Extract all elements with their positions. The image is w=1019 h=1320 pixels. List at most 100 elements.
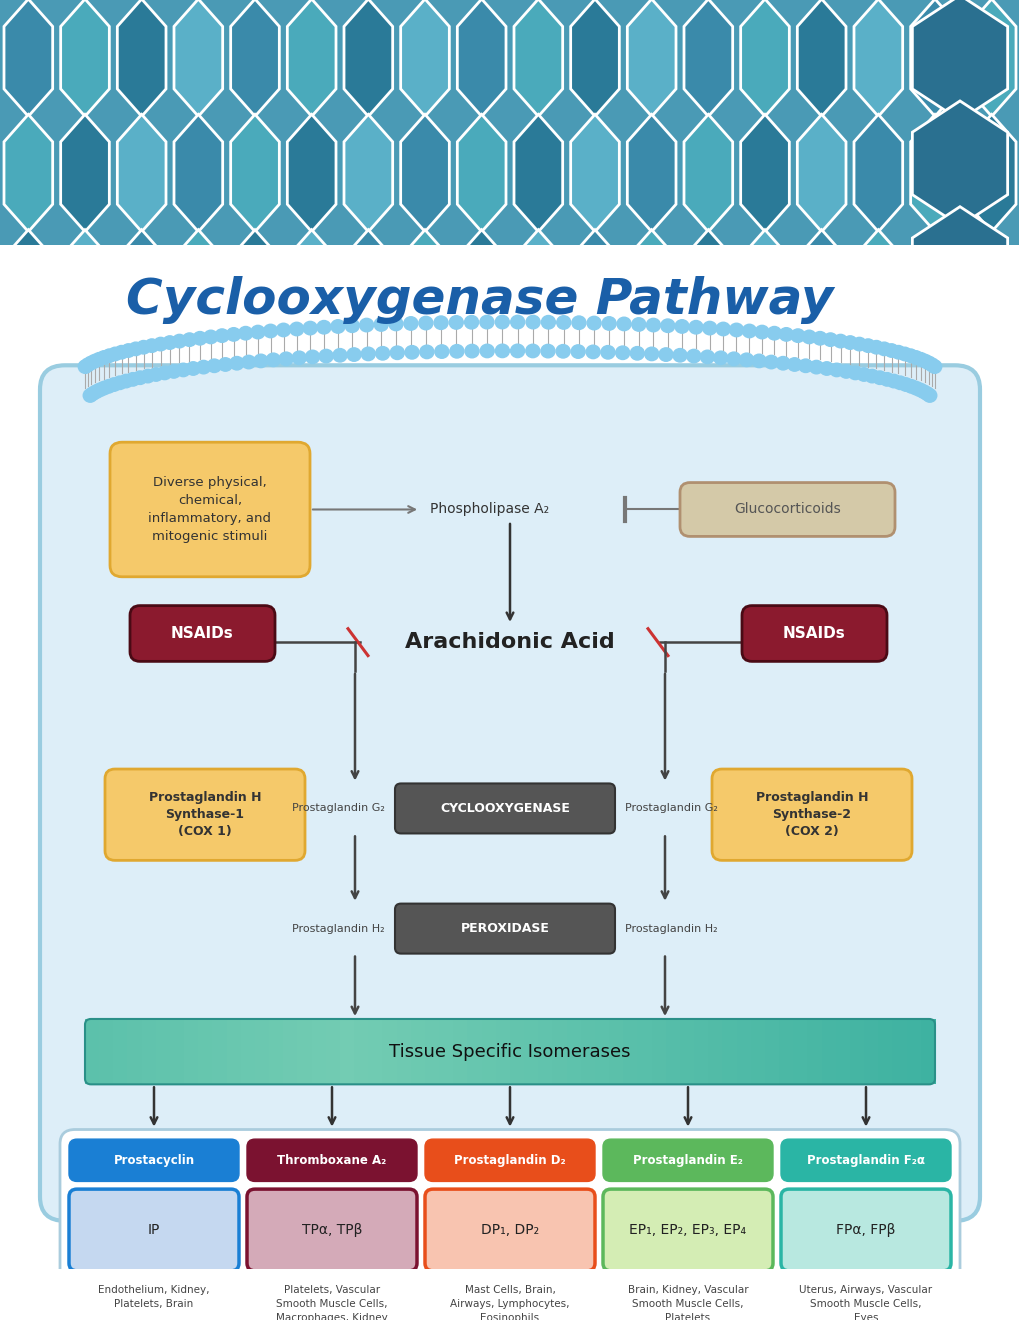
Polygon shape [117, 115, 166, 232]
FancyBboxPatch shape [425, 1189, 594, 1271]
Bar [212, 1019, 227, 1084]
Circle shape [556, 315, 571, 329]
Polygon shape [343, 115, 392, 232]
Text: Prostaglandin F₂α: Prostaglandin F₂α [806, 1154, 924, 1167]
Bar [495, 1019, 511, 1084]
Circle shape [673, 348, 687, 362]
Circle shape [904, 380, 917, 393]
Bar [283, 1019, 299, 1084]
FancyBboxPatch shape [711, 770, 911, 861]
Circle shape [572, 315, 585, 330]
Circle shape [88, 354, 102, 368]
Circle shape [917, 354, 931, 368]
Circle shape [145, 339, 159, 352]
Circle shape [158, 366, 171, 380]
Circle shape [465, 345, 479, 358]
Circle shape [860, 339, 874, 352]
Circle shape [887, 375, 900, 388]
Circle shape [754, 325, 768, 339]
Polygon shape [400, 0, 449, 116]
Circle shape [404, 317, 418, 330]
Bar [807, 1019, 822, 1084]
Circle shape [182, 333, 197, 346]
Circle shape [868, 341, 882, 354]
Circle shape [291, 351, 306, 364]
Circle shape [89, 385, 103, 399]
Circle shape [658, 348, 673, 362]
Polygon shape [343, 230, 392, 347]
Bar [764, 1019, 780, 1084]
Bar [142, 1019, 157, 1084]
Bar [85, 1019, 100, 1084]
Circle shape [798, 359, 812, 372]
Circle shape [303, 321, 317, 335]
Text: Prostaglandin G₂: Prostaglandin G₂ [291, 804, 384, 813]
Circle shape [480, 315, 493, 329]
Bar [339, 1019, 355, 1084]
Circle shape [912, 383, 926, 396]
Circle shape [119, 375, 132, 388]
Text: Prostaglandin H
Synthase-1
(COX 1): Prostaglandin H Synthase-1 (COX 1) [149, 791, 261, 838]
Polygon shape [797, 230, 845, 347]
Circle shape [540, 345, 554, 358]
Circle shape [739, 352, 753, 367]
Polygon shape [60, 0, 109, 116]
Circle shape [587, 317, 600, 330]
Polygon shape [230, 0, 279, 116]
FancyBboxPatch shape [129, 606, 275, 661]
Circle shape [464, 315, 478, 329]
Text: Endothelium, Kidney,
Platelets, Brain: Endothelium, Kidney, Platelets, Brain [98, 1286, 210, 1309]
Bar [354, 1019, 369, 1084]
Polygon shape [287, 115, 335, 232]
Circle shape [631, 318, 645, 331]
Text: TPα, TPβ: TPα, TPβ [302, 1222, 362, 1237]
FancyBboxPatch shape [602, 1189, 772, 1271]
Text: Prostacyclin: Prostacyclin [113, 1154, 195, 1167]
Bar [567, 1019, 581, 1084]
Bar [721, 1019, 737, 1084]
Circle shape [254, 354, 268, 368]
Circle shape [876, 342, 891, 355]
Circle shape [700, 350, 713, 363]
Polygon shape [797, 0, 845, 116]
Circle shape [137, 341, 151, 354]
Circle shape [141, 370, 155, 383]
Polygon shape [4, 230, 53, 347]
Circle shape [775, 356, 790, 370]
Bar [99, 1019, 114, 1084]
Circle shape [128, 342, 143, 355]
Circle shape [197, 360, 210, 374]
Circle shape [172, 334, 186, 347]
Circle shape [207, 359, 221, 372]
Circle shape [511, 315, 524, 329]
Bar [0, 246, 1019, 355]
Circle shape [843, 335, 856, 350]
Text: DP₁, DP₂: DP₁, DP₂ [481, 1222, 538, 1237]
Bar [637, 1019, 652, 1084]
Text: NSAIDs: NSAIDs [783, 626, 845, 642]
Circle shape [541, 315, 555, 329]
Bar [665, 1019, 681, 1084]
Circle shape [600, 346, 614, 359]
Bar [920, 1019, 935, 1084]
FancyBboxPatch shape [105, 770, 305, 861]
Polygon shape [966, 230, 1015, 347]
Circle shape [215, 329, 229, 342]
Circle shape [571, 345, 585, 358]
Text: Brain, Kidney, Vascular
Smooth Muscle Cells,
Platelets: Brain, Kidney, Vascular Smooth Muscle Ce… [627, 1286, 748, 1320]
FancyBboxPatch shape [781, 1189, 950, 1271]
Bar [425, 1019, 440, 1084]
Circle shape [644, 347, 658, 360]
Text: Prostaglandin H₂: Prostaglandin H₂ [625, 924, 717, 933]
Polygon shape [684, 230, 732, 347]
Text: Uterus, Airways, Vascular
Smooth Muscle Cells,
Eyes: Uterus, Airways, Vascular Smooth Muscle … [799, 1286, 931, 1320]
Circle shape [289, 322, 304, 335]
Polygon shape [60, 115, 109, 232]
Circle shape [113, 376, 126, 389]
Circle shape [186, 362, 200, 375]
Polygon shape [627, 0, 676, 116]
Polygon shape [853, 115, 902, 232]
Text: Tissue Specific Isomerases: Tissue Specific Isomerases [389, 1043, 630, 1061]
Circle shape [167, 364, 180, 378]
Circle shape [856, 368, 870, 381]
